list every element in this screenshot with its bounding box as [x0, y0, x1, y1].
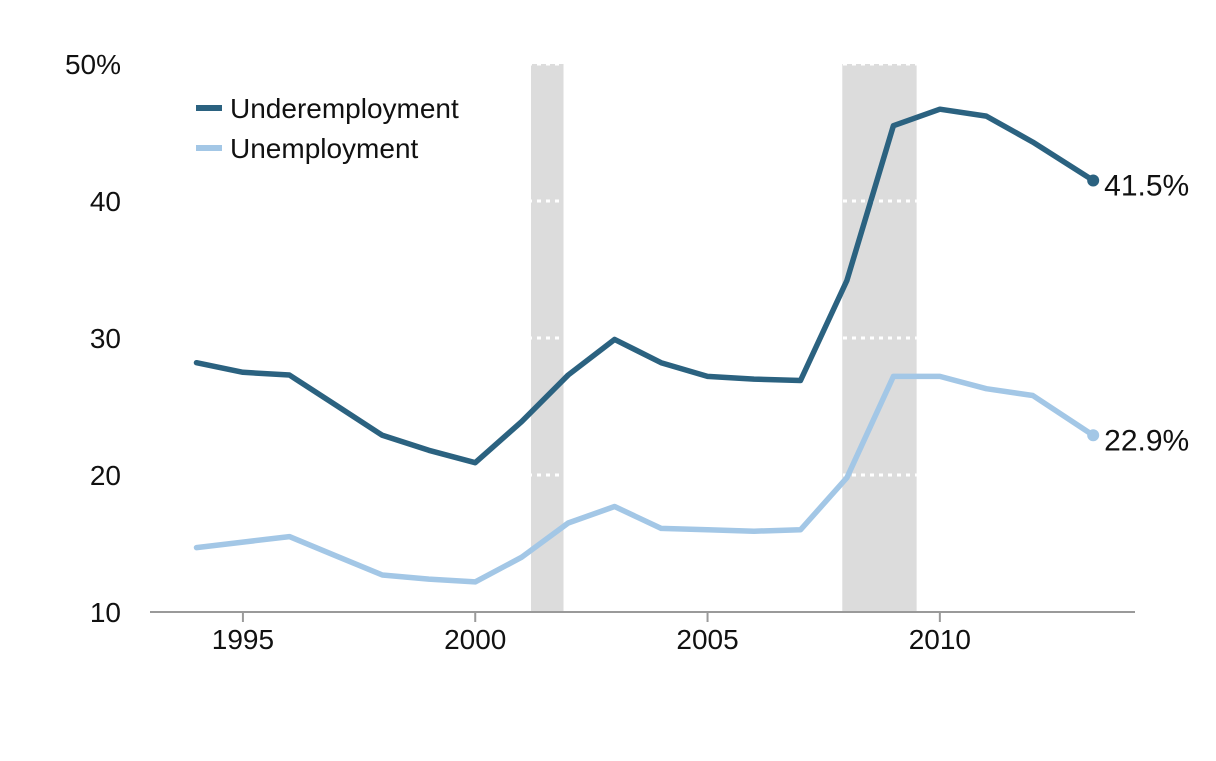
legend: Underemployment Unemployment [196, 93, 459, 164]
legend-label-unemployment: Unemployment [230, 133, 419, 164]
y-tick-label-30: 30 [90, 323, 121, 354]
series-line-underemployment [193, 106, 1096, 466]
series-line-unemployment [193, 373, 1096, 585]
end-label-unemployment: 22.9% [1104, 424, 1189, 457]
gridlines [150, 62, 1135, 477]
legend-label-underemployment: Underemployment [230, 93, 459, 124]
x-tick-label-2000: 2000 [444, 624, 506, 655]
y-tick-label-50: 50% [65, 49, 121, 80]
y-tick-label-10: 10 [90, 597, 121, 628]
x-tick-label-1995: 1995 [212, 624, 274, 655]
y-axis-ticks: 10 20 30 40 50% [65, 49, 121, 628]
end-labels: 41.5% 22.9% [1104, 169, 1189, 457]
y-tick-label-40: 40 [90, 186, 121, 217]
y-tick-label-20: 20 [90, 460, 121, 491]
series-lines [193, 106, 1100, 585]
end-point-unemployment [1087, 429, 1100, 442]
x-axis-ticks: 1995 2000 2005 2010 [212, 612, 971, 655]
x-tick-label-2005: 2005 [676, 624, 738, 655]
x-tick-label-2010: 2010 [909, 624, 971, 655]
end-label-underemployment: 41.5% [1104, 169, 1189, 202]
end-point-underemployment [1087, 174, 1100, 187]
